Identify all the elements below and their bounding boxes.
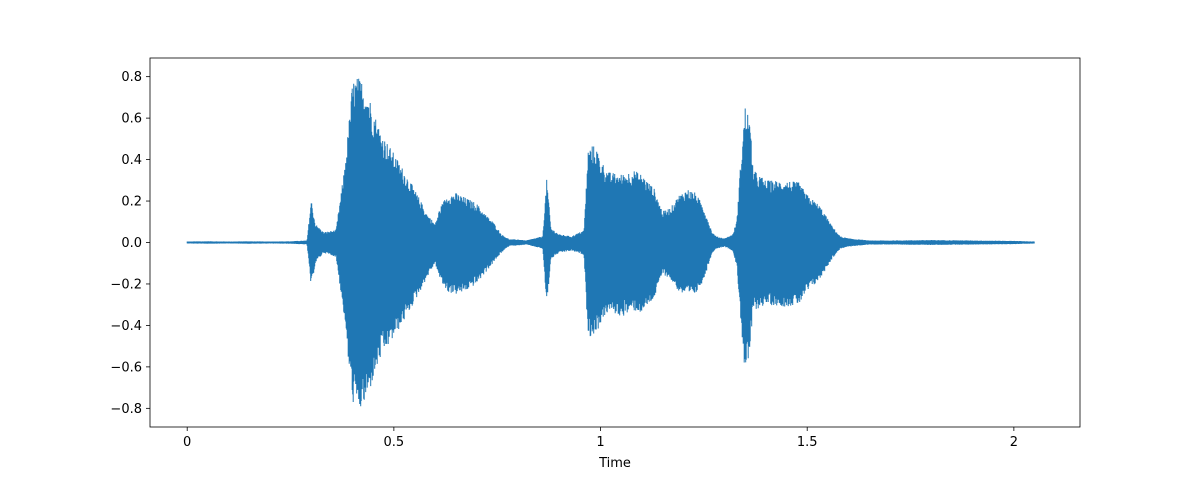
y-tick-label: −0.2: [110, 277, 142, 292]
x-axis-title: Time: [598, 456, 631, 471]
x-tick-label: 0: [183, 435, 191, 450]
x-tick-label: 1: [596, 435, 604, 450]
y-tick-label: −0.4: [110, 319, 142, 334]
x-tick-label: 2: [1010, 435, 1018, 450]
x-axis: 0 0.5 1 1.5 2: [183, 427, 1018, 450]
x-tick-label: 0.5: [384, 435, 405, 450]
y-tick-label: 0.6: [121, 112, 142, 127]
y-tick-label: 0.0: [121, 236, 142, 251]
y-tick-label: 0.4: [121, 153, 142, 168]
y-tick-label: 0.8: [121, 70, 142, 85]
y-tick-label: −0.6: [110, 360, 142, 375]
waveform-series-0: [186, 78, 1035, 407]
x-tick-label: 1.5: [797, 435, 818, 450]
plot-area: [186, 78, 1035, 407]
y-tick-label: −0.8: [110, 402, 142, 417]
y-axis: −0.8 −0.6 −0.4 −0.2 0.0 0.2 0.4 0.6 0.8: [110, 70, 150, 417]
y-tick-label: 0.2: [121, 195, 142, 210]
